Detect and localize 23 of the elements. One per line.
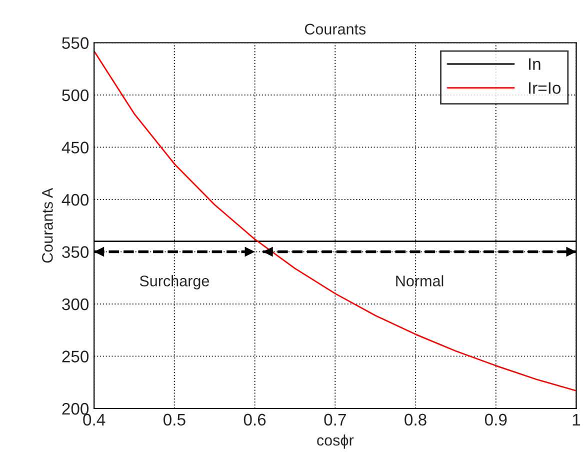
y-tick-label: 500 (62, 89, 89, 102)
chart-title: Courants (304, 24, 366, 35)
x-axis-title: cosϕr (317, 434, 354, 449)
y-tick-label: 450 (62, 142, 89, 154)
y-tick-label: 350 (62, 246, 89, 258)
y-tick-label: 550 (62, 37, 89, 49)
line-series (94, 50, 576, 392)
x-tick-label: 1 (572, 414, 580, 426)
x-tick-label: 0.8 (404, 414, 426, 426)
x-tick-label: 0.7 (324, 414, 346, 426)
y-tick-label: 250 (62, 350, 89, 362)
annotation: Surcharge (140, 275, 210, 290)
legend-label: In (528, 58, 540, 70)
y-tick-label: 200 (62, 402, 89, 415)
annotation: Normal (396, 275, 444, 286)
legend-label: Ir=Io (528, 82, 561, 94)
x-tick-label: 0.6 (244, 414, 266, 426)
x-tick-label: 0.9 (484, 414, 507, 426)
y-axis-title: Courants A (42, 188, 53, 263)
y-tick-label: 400 (62, 194, 89, 206)
y-tick-label: 300 (62, 298, 89, 310)
x-tick-label: 0.5 (164, 414, 186, 426)
x-tick-label: 0.4 (83, 414, 106, 426)
